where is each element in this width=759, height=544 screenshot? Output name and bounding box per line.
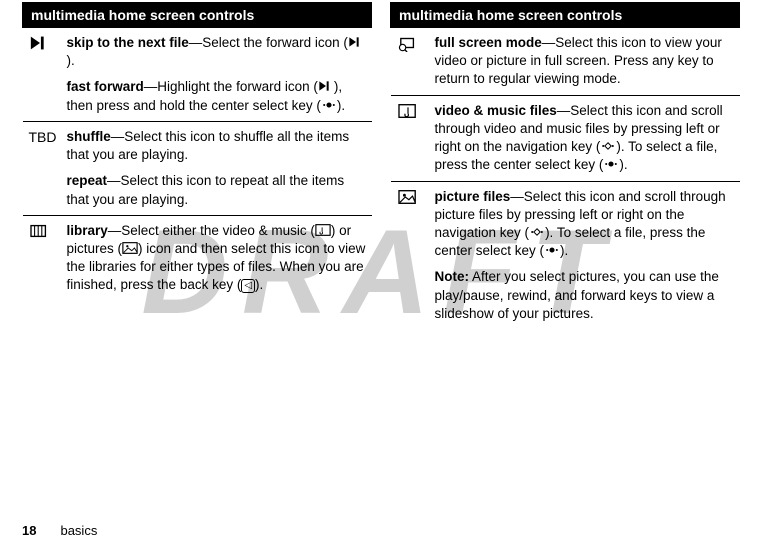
term: full screen mode — [435, 35, 542, 50]
two-column-layout: multimedia home screen controls skip to … — [0, 0, 759, 329]
term: repeat — [67, 173, 108, 188]
forward-icon — [23, 28, 63, 122]
desc: —Select this icon to repeat all the item… — [67, 173, 345, 206]
picture-files-icon — [391, 181, 431, 329]
desc: —Select either the video & music () or p… — [67, 223, 366, 293]
cell-content: shuffle—Select this icon to shuffle all … — [63, 121, 372, 215]
cell-content: video & music files—Select this icon and… — [431, 95, 740, 181]
fullscreen-icon — [391, 28, 431, 96]
table-row: skip to the next file—Select the forward… — [23, 28, 372, 122]
library-icon — [23, 215, 63, 300]
right-column: multimedia home screen controls full scr… — [390, 2, 740, 329]
term: Note: — [435, 269, 470, 284]
left-header: multimedia home screen controls — [23, 3, 372, 28]
term: shuffle — [67, 129, 111, 144]
table-row: full screen mode—Select this icon to vie… — [391, 28, 740, 96]
term: fast forward — [67, 79, 144, 94]
back-key-icon: ◁ — [241, 279, 255, 293]
term: skip to the next file — [67, 35, 189, 50]
cell-content: library—Select either the video & music … — [63, 215, 372, 300]
term: picture files — [435, 189, 511, 204]
page-footer: 18 basics — [22, 523, 97, 538]
term: video & music files — [435, 103, 557, 118]
right-header: multimedia home screen controls — [391, 3, 740, 28]
tbd-icon: TBD — [23, 121, 63, 215]
video-music-icon — [391, 95, 431, 181]
page-number: 18 — [22, 523, 36, 538]
table-row: TBD shuffle—Select this icon to shuffle … — [23, 121, 372, 215]
cell-content: full screen mode—Select this icon to vie… — [431, 28, 740, 96]
left-column: multimedia home screen controls skip to … — [22, 2, 372, 329]
table-row: video & music files—Select this icon and… — [391, 95, 740, 181]
cell-content: picture files—Select this icon and scrol… — [431, 181, 740, 329]
table-row: picture files—Select this icon and scrol… — [391, 181, 740, 329]
right-table: multimedia home screen controls full scr… — [390, 2, 740, 329]
section-label: basics — [60, 523, 97, 538]
table-row: library—Select either the video & music … — [23, 215, 372, 300]
cell-content: skip to the next file—Select the forward… — [63, 28, 372, 122]
desc: After you select pictures, you can use t… — [435, 269, 719, 320]
term: library — [67, 223, 108, 238]
left-table: multimedia home screen controls skip to … — [22, 2, 372, 301]
